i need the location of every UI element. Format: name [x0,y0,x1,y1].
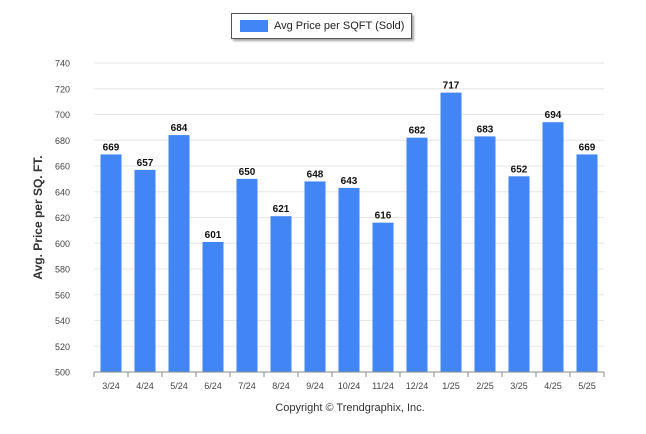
bar [202,241,224,372]
legend-swatch [240,20,268,32]
data-label: 684 [171,123,188,134]
y-tick-label: 740 [55,59,70,69]
bar [372,222,394,372]
y-axis-ticks: 500 520 540 560 580 600 620 640 660 680 700 720 740 [55,59,70,378]
y-tick-label: 580 [55,265,70,275]
bar [168,135,190,372]
data-label: 643 [341,176,358,187]
bar [508,176,530,372]
x-tick-label: 5/24 [170,381,188,391]
y-tick-label: 560 [55,290,70,300]
data-labels: 669 657 684 601 650 621 648 643 616 682 717 683 652 6… [103,81,596,241]
x-tick-label: 4/24 [136,381,154,391]
bar [440,92,462,373]
data-label: 694 [545,110,562,121]
y-axis-title: Avg. Price per SQ. FT. [31,155,45,279]
x-axis-ticks: 3/24 4/24 5/24 6/24 7/24 8/24 9/24 10/24 11/24 12… [93,372,605,391]
data-label: 616 [375,211,392,222]
y-tick-label: 720 [55,84,70,94]
legend-label: Avg Price per SQFT (Sold) [274,20,405,32]
x-tick-label: 3/24 [102,381,120,391]
x-tick-label: 11/24 [372,381,394,391]
x-tick-label: 6/24 [204,381,222,391]
x-tick-label: 3/25 [510,381,528,391]
data-label: 717 [443,81,460,92]
x-tick-label: 1/25 [442,381,460,391]
y-tick-label: 680 [55,136,70,146]
x-tick-label: 12/24 [406,381,429,391]
data-label: 682 [409,126,426,137]
data-label: 652 [511,164,528,175]
copyright-text: Copyright © Trendgraphix, Inc. [275,402,425,414]
bar [270,216,292,372]
legend: Avg Price per SQFT (Sold) [231,13,412,39]
y-tick-label: 640 [55,187,70,197]
y-tick-label: 700 [55,110,70,120]
x-tick-label: 4/25 [544,381,562,391]
y-tick-label: 500 [55,368,70,378]
bars [100,92,598,373]
bar [576,154,598,372]
bar [304,181,326,372]
x-tick-label: 10/24 [338,381,361,391]
y-tick-label: 620 [55,213,70,223]
x-tick-label: 8/24 [272,381,290,391]
bar [236,178,258,372]
y-tick-label: 520 [55,342,70,352]
data-label: 669 [579,142,596,153]
y-tick-label: 540 [55,316,70,326]
bar [542,122,564,372]
y-tick-label: 660 [55,162,70,172]
data-label: 657 [137,158,154,169]
y-tick-label: 600 [55,239,70,249]
bar [100,154,122,372]
data-label: 683 [477,124,494,135]
data-label: 648 [307,169,324,180]
bar [406,137,428,372]
data-label: 621 [273,204,290,215]
x-tick-label: 9/24 [306,381,324,391]
data-label: 669 [103,142,120,153]
data-label: 650 [239,167,256,178]
bar [338,187,360,372]
bar [134,169,156,372]
x-tick-label: 5/25 [578,381,596,391]
bar [474,136,496,372]
data-label: 601 [205,230,222,241]
x-tick-label: 7/24 [238,381,256,391]
x-tick-label: 2/25 [476,381,494,391]
